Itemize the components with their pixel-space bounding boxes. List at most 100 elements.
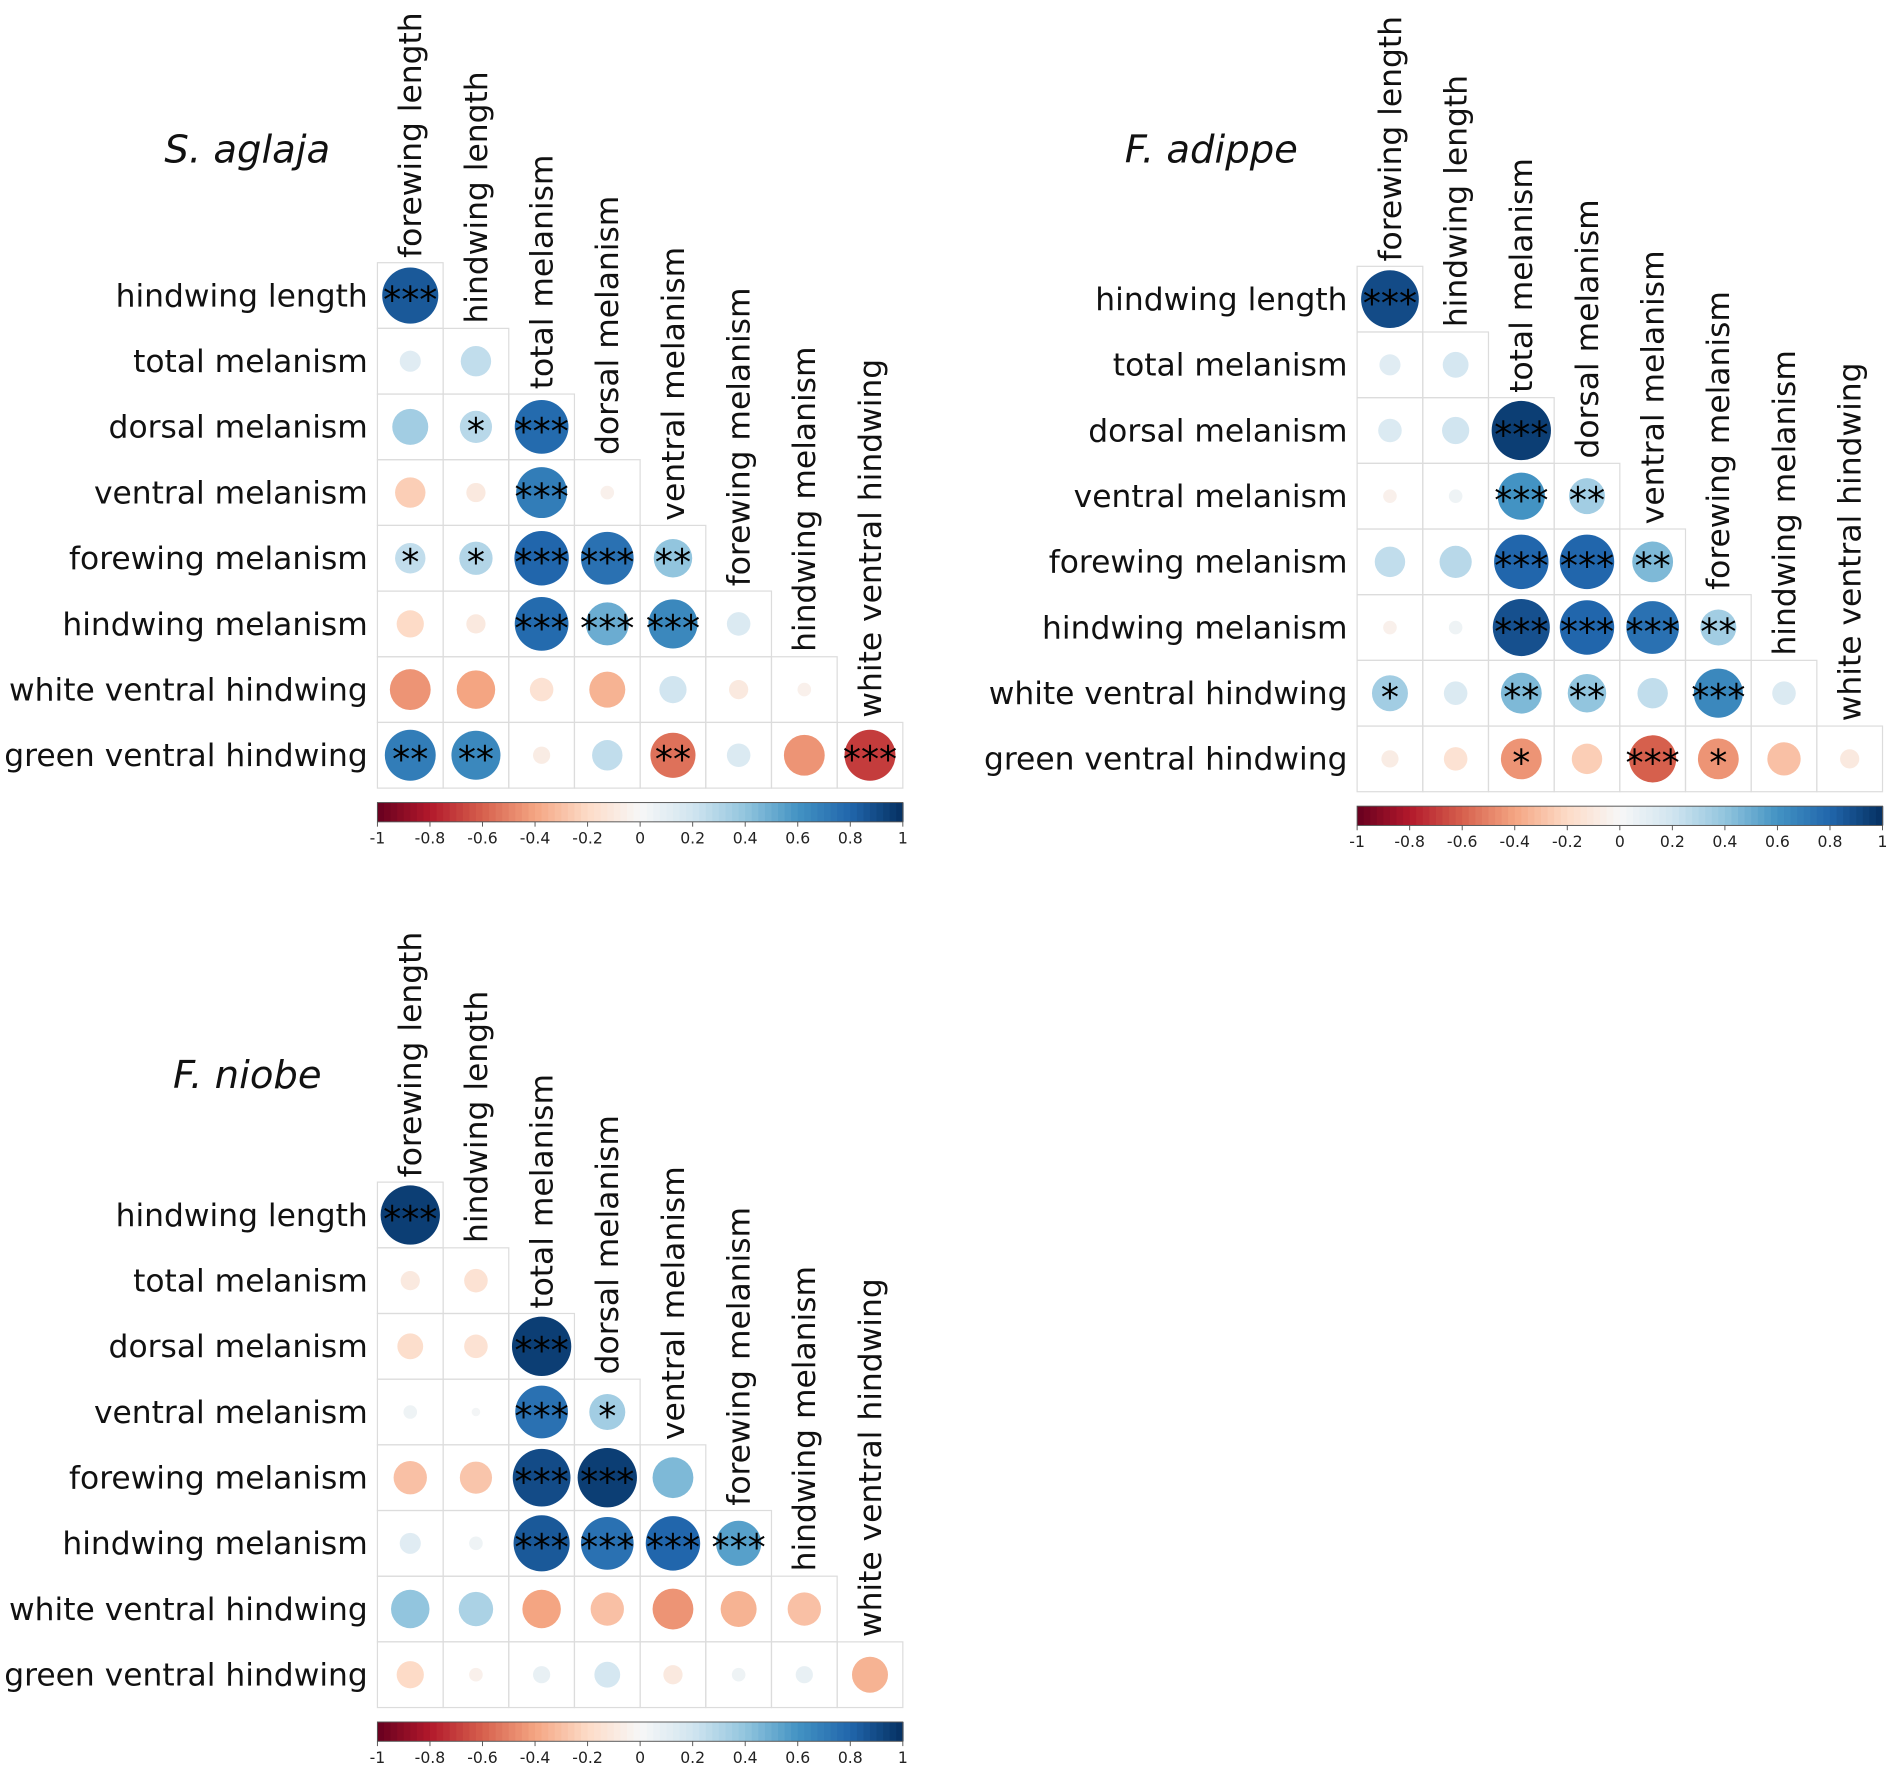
colorbar-segment xyxy=(712,1722,720,1742)
correlation-circle xyxy=(1442,416,1470,445)
colorbar-segment xyxy=(1790,806,1798,826)
colorbar-segment xyxy=(1843,806,1851,826)
correlation-circle xyxy=(1767,742,1801,776)
colorbar-tick-label: 0.8 xyxy=(1818,832,1843,851)
colorbar-segment xyxy=(1718,806,1726,826)
row-label: total melanism xyxy=(133,344,368,380)
colorbar-segment xyxy=(626,1722,635,1742)
colorbar-tick-label: 0.4 xyxy=(733,829,758,848)
colorbar-segment xyxy=(482,1722,490,1742)
colorbar-segment xyxy=(1429,806,1437,826)
row-label: hindwing length xyxy=(1095,282,1347,318)
colorbar-tick-label: 0 xyxy=(1615,832,1625,851)
correlation-circle xyxy=(589,1394,626,1431)
significance-stars: *** xyxy=(1494,413,1548,456)
correlation-circle xyxy=(403,1405,418,1419)
colorbar-tick-label: -0.2 xyxy=(572,829,603,848)
colorbar-segment xyxy=(1416,806,1424,826)
correlation-circle xyxy=(1500,672,1542,714)
correlation-circle xyxy=(1378,418,1402,443)
colorbar-segment xyxy=(1692,806,1700,826)
colorbar-segment xyxy=(1573,806,1582,826)
colorbar-segment xyxy=(541,1722,549,1742)
colorbar-segment xyxy=(1744,806,1752,826)
row-label: green ventral hindwing xyxy=(984,742,1348,778)
colorbar-segment xyxy=(1370,806,1378,826)
correlation-circle xyxy=(1497,472,1545,520)
column-label: total melanism xyxy=(524,155,560,390)
colorbar-segment xyxy=(410,802,418,822)
colorbar-segment xyxy=(692,802,700,822)
correlation-circle xyxy=(1439,545,1472,578)
colorbar-segment xyxy=(1376,806,1385,826)
correlation-circle xyxy=(600,485,615,500)
colorbar-segment xyxy=(850,802,858,822)
significance-stars: *** xyxy=(383,1198,437,1241)
colorbar-segment xyxy=(502,1722,510,1742)
colorbar-segment xyxy=(567,1722,576,1742)
colorbar-segment xyxy=(1731,806,1739,826)
colorbar-tick-label: 1 xyxy=(898,829,908,848)
colorbar-segment xyxy=(1442,806,1450,826)
colorbar-segment xyxy=(1639,806,1647,826)
colorbar-segment xyxy=(751,1722,760,1742)
significance-stars: *** xyxy=(1626,610,1680,653)
colorbar-segment xyxy=(462,1722,471,1742)
row-label: ventral melanism xyxy=(94,475,368,511)
correlation-circle xyxy=(720,1591,757,1628)
panel-f-niobe: F. niobe hindwing length total melanism dor… xyxy=(4,932,908,1767)
colorbar-tick-label: -0.2 xyxy=(572,1748,603,1767)
colorbar-tick-label: 0.2 xyxy=(1660,832,1685,851)
colorbar-segment xyxy=(1738,806,1746,826)
colorbar-segment xyxy=(1724,806,1733,826)
colorbar-segment xyxy=(718,1722,727,1742)
row-label: green ventral hindwing xyxy=(4,738,368,774)
correlation-circle xyxy=(1571,743,1603,775)
colorbar-segment xyxy=(1659,806,1667,826)
colorbar-tick-label: 0.6 xyxy=(1765,832,1790,851)
panel-title: S. aglaja xyxy=(164,128,330,173)
colorbar-segment xyxy=(659,802,668,822)
colorbar-segment xyxy=(502,802,510,822)
column-label: hindwing length xyxy=(459,71,495,323)
correlation-circle xyxy=(659,675,687,704)
colorbar-segment xyxy=(449,1722,457,1742)
colorbar-segment xyxy=(626,802,635,822)
colorbar-segment xyxy=(633,1722,641,1742)
colorbar-segment xyxy=(751,802,760,822)
column-label: hindwing melanism xyxy=(787,347,823,652)
column-label: hindwing length xyxy=(1438,75,1474,327)
colorbar-tick-label: -0.6 xyxy=(1447,832,1478,851)
colorbar-tick-label: 0.4 xyxy=(733,1748,758,1767)
colorbar-segment xyxy=(633,802,641,822)
row-label: dorsal melanism xyxy=(109,410,368,446)
colorbar-segment xyxy=(837,1722,845,1742)
significance-stars: *** xyxy=(383,278,437,321)
significance-stars: *** xyxy=(646,1526,700,1569)
colorbar-segment xyxy=(581,802,589,822)
colorbar-segment xyxy=(686,802,694,822)
significance-stars: *** xyxy=(1560,610,1614,653)
colorbar-tick-label: -0.6 xyxy=(467,829,498,848)
column-label: forewing melanism xyxy=(721,287,757,586)
colorbar-segment xyxy=(1363,806,1371,826)
correlation-circle xyxy=(533,746,551,764)
correlation-circle xyxy=(1491,400,1551,461)
colorbar-segment xyxy=(1856,806,1864,826)
correlation-circle xyxy=(650,732,696,778)
correlation-circle xyxy=(589,671,626,708)
colorbar-segment xyxy=(383,802,392,822)
correlation-circle xyxy=(469,1536,483,1551)
row-label: forewing melanism xyxy=(69,541,368,577)
panel-title: F. niobe xyxy=(173,1053,322,1098)
colorbar-segment xyxy=(699,802,707,822)
colorbar-segment xyxy=(587,802,595,822)
grid-cell xyxy=(836,1641,904,1709)
colorbar-segment xyxy=(1777,806,1785,826)
colorbar-segment xyxy=(594,1722,602,1742)
significance-stars: *** xyxy=(515,1329,569,1372)
colorbar-segment xyxy=(620,1722,628,1742)
significance-stars: *** xyxy=(1626,742,1680,785)
colorbar-segment xyxy=(554,1722,563,1742)
